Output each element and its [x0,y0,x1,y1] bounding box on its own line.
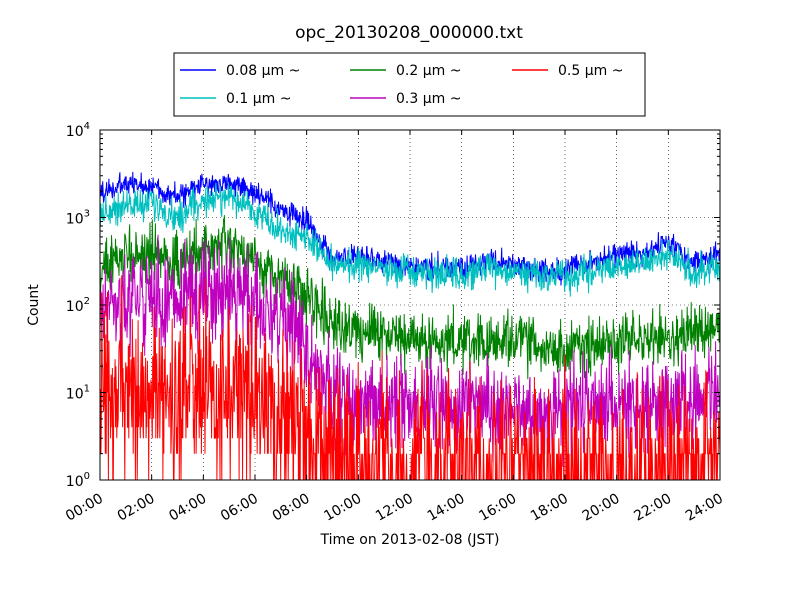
legend-label: 0.5 μm ~ [558,63,623,79]
legend-label: 0.2 μm ~ [396,63,461,79]
y-tick-label: 100 [66,471,90,490]
ticks [99,129,721,481]
y-tick-label: 104 [66,121,90,140]
legend-label: 0.3 μm ~ [396,91,461,107]
y-tick-label: 101 [66,384,90,403]
y-tick-label: 102 [66,296,90,315]
plot-area [99,129,721,481]
legend-label: 0.1 μm ~ [226,91,291,107]
legend: 0.08 μm ~ 0.1 μm ~ 0.2 μm ~ 0.3 μm ~ 0.5 μm … [173,52,646,117]
legend-frame [173,52,646,117]
x-axis-label: Time on 2013-02-08 (JST) [320,532,500,548]
series-line [99,182,721,297]
y-axis-label: Count [26,284,42,326]
grid [100,130,720,480]
chart-title: opc_20130208_000000.txt [295,23,523,43]
legend-label: 0.08 μm ~ [226,63,300,79]
series-line [99,234,721,467]
y-tick-labels: 100 101 102 103 104 [66,121,90,490]
y-tick-label: 103 [66,209,90,228]
